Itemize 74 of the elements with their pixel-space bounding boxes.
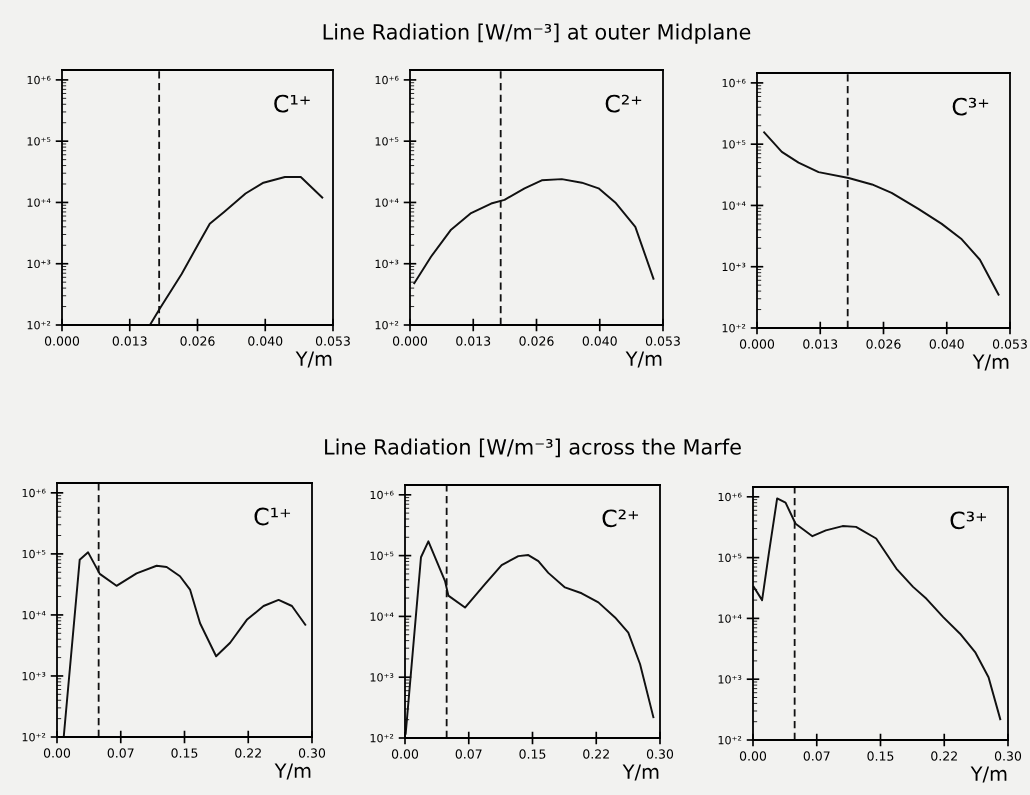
x-tick-label: 0.053: [645, 336, 680, 346]
x-axis-title: Y/m: [625, 351, 662, 368]
y-tick-label: 10⁺⁴: [375, 198, 399, 207]
x-tick-label: 0.040: [582, 336, 617, 346]
y-tick-label: 10⁺³: [370, 673, 394, 682]
x-tick-label: 0.15: [519, 749, 546, 759]
x-tick-label: 0.000: [739, 339, 775, 349]
y-tick-label: 10⁺⁴: [722, 201, 746, 210]
y-tick-label: 10⁺²: [22, 732, 46, 742]
annotation: C²⁺: [605, 94, 642, 113]
x-tick-label: 0.013: [456, 336, 491, 346]
y-tick-label: 10⁺⁵: [370, 551, 394, 560]
x-axis-title: Y/m: [274, 763, 311, 780]
x-tick-label: 0.013: [112, 336, 147, 346]
annotation: C³⁺: [952, 97, 989, 116]
x-tick-label: 0.15: [171, 748, 198, 758]
x-tick-label: 0.040: [929, 339, 964, 349]
y-tick-label: 10⁺⁴: [22, 610, 46, 620]
x-tick-label: 0.30: [646, 749, 674, 759]
x-axis-title: Y/m: [972, 354, 1009, 371]
x-tick-label: 0.026: [519, 336, 554, 346]
x-tick-label: 0.07: [107, 748, 134, 758]
x-tick-label: 0.053: [315, 336, 350, 346]
x-tick-label: 0.30: [994, 751, 1022, 761]
annotation: C¹⁺: [274, 94, 310, 113]
x-axis-title: Y/m: [970, 766, 1007, 783]
y-tick-label: 10⁺⁵: [718, 553, 742, 562]
x-tick-label: 0.000: [44, 336, 80, 346]
y-tick-label: 10⁺⁴: [370, 612, 394, 621]
y-tick-label: 10⁺⁵: [375, 137, 399, 146]
x-tick-label: 0.22: [931, 751, 957, 761]
x-tick-label: 0.00: [739, 751, 767, 761]
x-tick-label: 0.000: [392, 336, 428, 346]
y-tick-label: 10⁺²: [370, 733, 394, 743]
y-tick-label: 10⁺³: [27, 259, 51, 269]
x-tick-label: 0.30: [298, 748, 326, 758]
y-tick-label: 10⁺²: [27, 320, 51, 330]
y-tick-label: 10⁺⁶: [375, 75, 399, 85]
x-tick-label: 0.053: [992, 339, 1027, 349]
x-tick-label: 0.026: [180, 336, 215, 346]
y-tick-label: 10⁺³: [22, 671, 46, 681]
chart-title: Line Radiation [W/m⁻³] at outer Midplane: [323, 23, 751, 44]
y-tick-label: 10⁺⁶: [22, 488, 46, 498]
y-tick-label: 10⁺²: [718, 735, 742, 745]
y-tick-label: 10⁺⁶: [27, 75, 51, 85]
x-tick-label: 0.15: [867, 751, 894, 761]
y-tick-label: 10⁺³: [718, 675, 742, 684]
y-tick-label: 10⁺³: [375, 259, 399, 269]
chart-title: Line Radiation [W/m⁻³] across the Marfe: [325, 438, 741, 458]
x-tick-label: 0.22: [235, 748, 261, 758]
x-axis-title: Y/m: [622, 764, 659, 781]
y-tick-label: 10⁺⁵: [27, 137, 51, 146]
y-tick-label: 10⁺⁵: [722, 140, 746, 149]
x-tick-label: 0.026: [866, 339, 901, 349]
annotation: C³⁺: [950, 511, 987, 530]
y-tick-label: 10⁺⁶: [722, 78, 746, 88]
y-tick-label: 10⁺⁶: [718, 492, 742, 502]
x-tick-label: 0.07: [455, 749, 482, 759]
y-tick-label: 10⁺⁴: [718, 614, 742, 623]
x-tick-label: 0.040: [248, 336, 283, 346]
annotation: C¹⁺: [254, 507, 291, 526]
x-tick-label: 0.22: [583, 749, 609, 759]
y-tick-label: 10⁺⁴: [27, 198, 51, 207]
x-tick-label: 0.00: [391, 749, 419, 759]
y-tick-label: 10⁺²: [375, 320, 399, 330]
x-tick-label: 0.07: [803, 751, 830, 761]
x-tick-label: 0.00: [43, 748, 71, 758]
x-tick-label: 0.013: [803, 339, 838, 349]
annotation: C²⁺: [602, 509, 639, 528]
y-tick-label: 10⁺³: [722, 262, 746, 272]
y-tick-label: 10⁺²: [722, 323, 746, 333]
y-tick-label: 10⁺⁶: [370, 490, 394, 500]
y-tick-label: 10⁺⁵: [22, 549, 46, 559]
x-axis-title: Y/m: [295, 351, 332, 368]
